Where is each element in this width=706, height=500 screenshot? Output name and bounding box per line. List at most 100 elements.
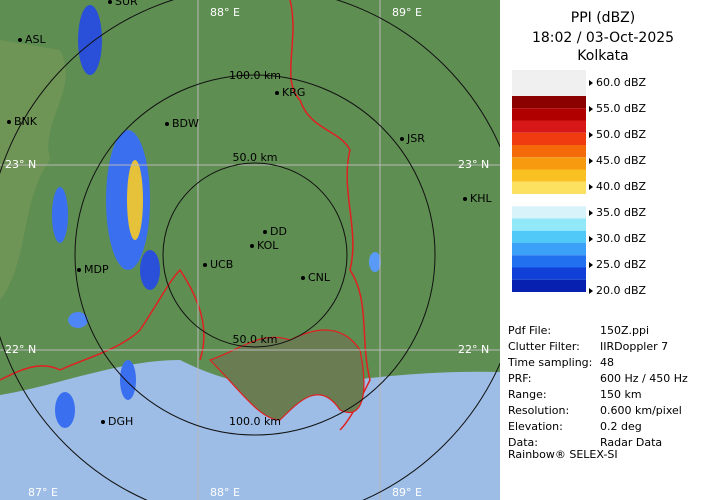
- colorbar-band: [512, 267, 586, 280]
- colorbar-band: [512, 96, 586, 109]
- colorbar-band: [512, 157, 586, 170]
- colorbar-band: [512, 194, 586, 207]
- legend-arrow: [589, 262, 593, 268]
- legend-label: 35.0 dBZ: [596, 206, 647, 219]
- legend-label: 25.0 dBZ: [596, 258, 647, 271]
- info-value: 0.600 km/pixel: [600, 404, 682, 417]
- colorbar-band: [512, 169, 586, 182]
- place-label: BDW: [172, 117, 199, 130]
- right-lat-label: 22° N: [458, 343, 489, 356]
- place-dot: [7, 120, 11, 124]
- legend-arrow: [589, 158, 593, 164]
- colorbar-band: [512, 181, 586, 194]
- colorbar-band: [512, 120, 586, 133]
- legend-label: 40.0 dBZ: [596, 180, 647, 193]
- colorbar-band: [512, 230, 586, 243]
- colorbar-band: [512, 206, 586, 219]
- colorbar-band: [512, 243, 586, 256]
- bottom-lon-label: 88° E: [210, 486, 240, 499]
- echo: [55, 392, 75, 428]
- echo: [140, 250, 160, 290]
- legend-label: 30.0 dBZ: [596, 232, 647, 245]
- place-dot: [463, 197, 467, 201]
- place-label: DD: [270, 225, 287, 238]
- echo: [78, 5, 102, 75]
- info-key: Elevation:: [508, 420, 563, 433]
- right-lat-label: 23° N: [458, 158, 489, 171]
- top-lon-label: 89° E: [392, 6, 422, 19]
- legend-label: 45.0 dBZ: [596, 154, 647, 167]
- legend-arrow: [589, 236, 593, 242]
- panel-title: PPI (dBZ): [571, 10, 635, 26]
- place-dot: [250, 244, 254, 248]
- place-dot: [275, 91, 279, 95]
- place-label: SUR: [115, 0, 138, 8]
- place-label: DGH: [108, 415, 133, 428]
- range-label: 50.0 km: [232, 333, 277, 346]
- place-dot: [400, 137, 404, 141]
- range-label: 100.0 km: [229, 415, 281, 428]
- info-key: Time sampling:: [507, 356, 592, 369]
- place-dot: [263, 230, 267, 234]
- legend-label: 20.0 dBZ: [596, 284, 647, 297]
- place-dot: [165, 122, 169, 126]
- place-dot: [203, 263, 207, 267]
- place-dot: [18, 38, 22, 42]
- place-label: UCB: [210, 258, 233, 271]
- bottom-lon-label: 89° E: [392, 486, 422, 499]
- place-label: BNK: [14, 115, 38, 128]
- legend-arrow: [589, 288, 593, 294]
- info-value: 150Z.ppi: [600, 324, 649, 337]
- place-label: CNL: [308, 271, 331, 284]
- panel-content: 60.0 dBZ 55.0 dBZ 50.0 dBZ 45.0 dBZ 40.0 dBZ…: [507, 76, 688, 461]
- legend-arrow: [589, 106, 593, 112]
- info-value: Radar Data: [600, 436, 662, 449]
- bottom-lon-label: 87° E: [28, 486, 58, 499]
- echo: [127, 160, 143, 240]
- colorbar-band: [512, 279, 586, 292]
- info-key: Range:: [508, 388, 547, 401]
- colorbar-top: [512, 70, 586, 96]
- place-label: ASL: [25, 33, 47, 46]
- legend-label: 60.0 dBZ: [596, 76, 647, 89]
- info-value: 0.2 deg: [600, 420, 642, 433]
- info-key: Pdf File:: [508, 324, 551, 337]
- echo: [120, 360, 136, 400]
- range-label: 50.0 km: [232, 151, 277, 164]
- legend-arrow: [589, 184, 593, 190]
- colorbar-band: [512, 108, 586, 121]
- map-labels: 88° E 89° E 87° E 88° E 89° E 23° N 22° N 23° N…: [5, 0, 492, 499]
- legend-arrow: [589, 132, 593, 138]
- place-label: KRG: [282, 86, 305, 99]
- station: Kolkata: [577, 48, 628, 64]
- info-key: Resolution:: [508, 404, 569, 417]
- echo: [52, 187, 68, 243]
- delta: [208, 329, 365, 421]
- footer: Rainbow® SELEX-SI: [508, 448, 618, 461]
- place-dot: [301, 276, 305, 280]
- left-lat-label: 23° N: [5, 158, 36, 171]
- place-dot: [77, 268, 81, 272]
- echo: [68, 312, 88, 328]
- place-dot: [108, 0, 112, 4]
- info-value: IIRDoppler 7: [600, 340, 668, 353]
- echo: [369, 252, 381, 272]
- info-key: Data:: [508, 436, 538, 449]
- info-key: PRF:: [508, 372, 531, 385]
- range-ring: [74, 74, 436, 436]
- range-label: 100.0 km: [229, 69, 281, 82]
- place-label: KHL: [470, 192, 492, 205]
- colorbar-band: [512, 145, 586, 158]
- place-label: JSR: [406, 132, 425, 145]
- legend-arrow: [589, 80, 593, 86]
- info-key: Clutter Filter:: [508, 340, 580, 353]
- colorbar-band: [512, 218, 586, 231]
- info-value: 600 Hz / 450 Hz: [600, 372, 688, 385]
- left-lat-label: 22° N: [5, 343, 36, 356]
- colorbar-band: [512, 132, 586, 145]
- border: [0, 268, 205, 381]
- border: [289, 0, 371, 431]
- place-label: KOL: [257, 239, 279, 252]
- colorbar-band: [512, 255, 586, 268]
